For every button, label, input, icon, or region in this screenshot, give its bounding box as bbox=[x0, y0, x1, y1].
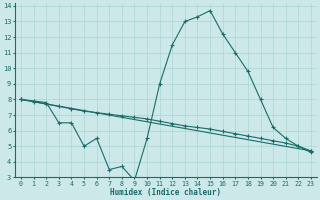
X-axis label: Humidex (Indice chaleur): Humidex (Indice chaleur) bbox=[110, 188, 221, 197]
